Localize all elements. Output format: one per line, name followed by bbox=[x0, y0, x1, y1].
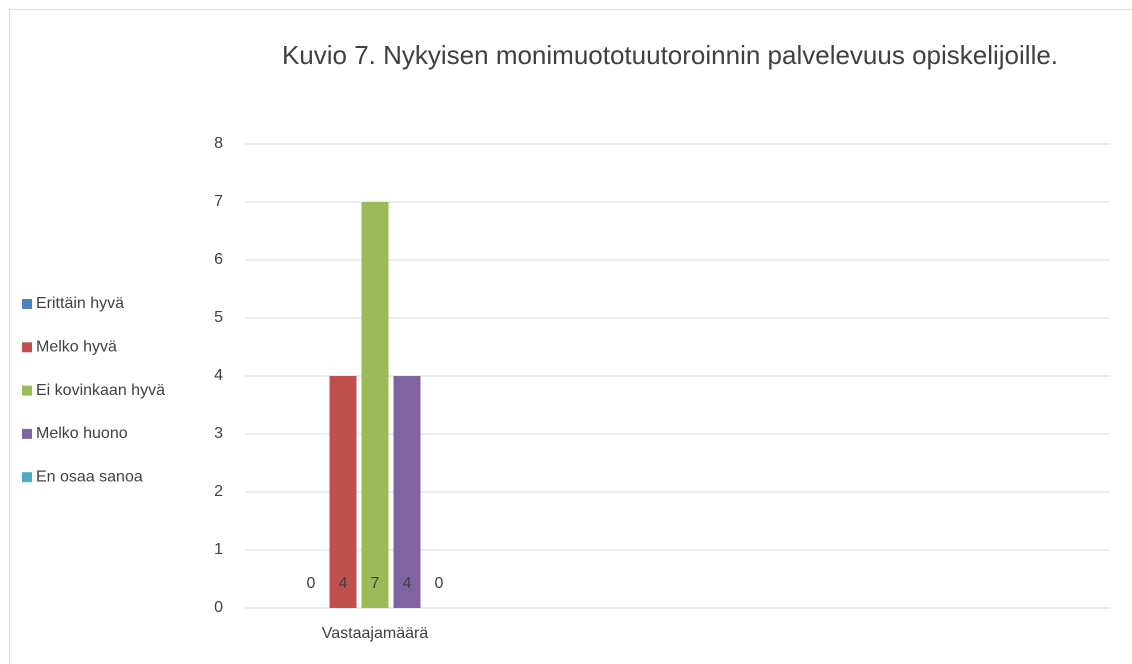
y-tick-label: 8 bbox=[214, 135, 223, 152]
data-label: 0 bbox=[307, 575, 316, 592]
x-tick-label: Vastaajamäärä bbox=[322, 625, 429, 642]
data-label: 7 bbox=[371, 575, 380, 592]
legend-swatch bbox=[22, 472, 32, 483]
y-tick-label: 0 bbox=[214, 599, 223, 616]
y-tick-label: 2 bbox=[214, 483, 223, 500]
bar bbox=[361, 202, 389, 608]
legend-label: Melko hyvä bbox=[36, 339, 117, 356]
legend-swatch bbox=[22, 428, 32, 439]
legend-label: En osaa sanoa bbox=[36, 468, 143, 485]
chart-title: Kuvio 7. Nykyisen monimuototuutoroinnin … bbox=[281, 40, 1059, 70]
bar bbox=[393, 376, 421, 608]
legend-label: Melko huono bbox=[36, 425, 128, 442]
data-label: 0 bbox=[435, 575, 444, 592]
legend-swatch bbox=[22, 385, 32, 396]
data-label: 4 bbox=[403, 575, 412, 592]
y-tick-label: 1 bbox=[214, 541, 223, 558]
legend-swatch bbox=[22, 299, 32, 309]
legend-label: Erittäin hyvä bbox=[36, 295, 124, 312]
bar bbox=[329, 376, 357, 608]
y-tick-label: 3 bbox=[214, 425, 223, 442]
y-tick-label: 7 bbox=[214, 193, 223, 210]
chart-border bbox=[9, 9, 1132, 664]
legend-label: Ei kovinkaan hyvä bbox=[36, 382, 165, 399]
data-label: 4 bbox=[339, 575, 348, 592]
y-tick-label: 5 bbox=[214, 309, 223, 326]
legend-swatch bbox=[22, 342, 32, 353]
y-tick-label: 4 bbox=[214, 367, 223, 384]
y-tick-label: 6 bbox=[214, 251, 223, 268]
